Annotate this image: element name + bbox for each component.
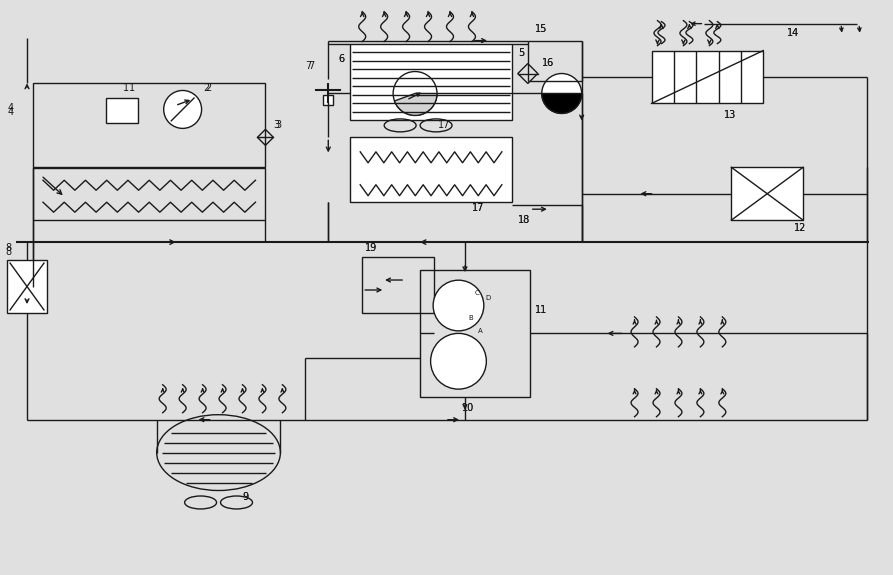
Bar [363,257,434,313]
Text: 7: 7 [308,60,314,71]
Text: 15: 15 [535,24,547,33]
Bar [350,137,512,202]
Text: 6: 6 [338,53,345,64]
Text: 9: 9 [243,492,248,503]
Circle shape [163,90,202,128]
Bar [106,98,138,124]
Text: 3: 3 [273,120,280,131]
Text: 14: 14 [787,28,799,37]
Text: 16: 16 [542,58,554,67]
Circle shape [433,280,484,331]
Wedge shape [542,94,581,113]
Text: 11: 11 [535,305,547,315]
Text: 13: 13 [724,110,737,120]
Text: 2: 2 [204,83,210,94]
Text: 5: 5 [518,48,524,58]
Bar [731,167,803,220]
Text: 11: 11 [535,305,547,315]
Text: 13: 13 [724,110,737,120]
Text: C: C [475,290,480,296]
Bar [7,260,47,313]
Text: 17: 17 [472,203,484,213]
Text: A: A [478,328,483,334]
Text: 10: 10 [462,402,474,413]
Circle shape [542,74,581,113]
Text: 17: 17 [438,120,450,131]
Text: 5: 5 [518,48,524,58]
Text: 4: 4 [7,108,13,117]
Text: 9: 9 [243,492,248,503]
Bar [420,270,530,397]
Text: 16: 16 [542,58,554,67]
Text: 18: 18 [518,215,530,225]
Text: 1: 1 [129,83,135,94]
Text: 14: 14 [787,28,799,37]
Text: 19: 19 [365,243,378,253]
Bar [350,44,512,120]
Text: 1: 1 [122,83,129,94]
Text: 8: 8 [5,243,12,253]
Text: 12: 12 [794,223,806,233]
Text: B: B [468,315,473,321]
Wedge shape [395,94,437,116]
Bar [33,83,265,167]
Text: 18: 18 [518,215,530,225]
Circle shape [393,71,437,116]
Text: 8: 8 [5,247,12,257]
Text: 10: 10 [462,402,474,413]
Text: 7: 7 [305,60,312,71]
Bar [652,51,764,104]
Bar [323,95,333,105]
Text: 4: 4 [7,104,13,113]
Circle shape [430,334,487,389]
Text: 3: 3 [275,120,281,131]
Bar [33,168,265,220]
Text: 19: 19 [365,243,378,253]
Text: 2: 2 [205,83,212,94]
Text: D: D [486,295,491,301]
Text: 15: 15 [535,24,547,33]
Text: 6: 6 [338,53,345,64]
Text: 17: 17 [472,203,484,213]
Text: 12: 12 [794,223,806,233]
